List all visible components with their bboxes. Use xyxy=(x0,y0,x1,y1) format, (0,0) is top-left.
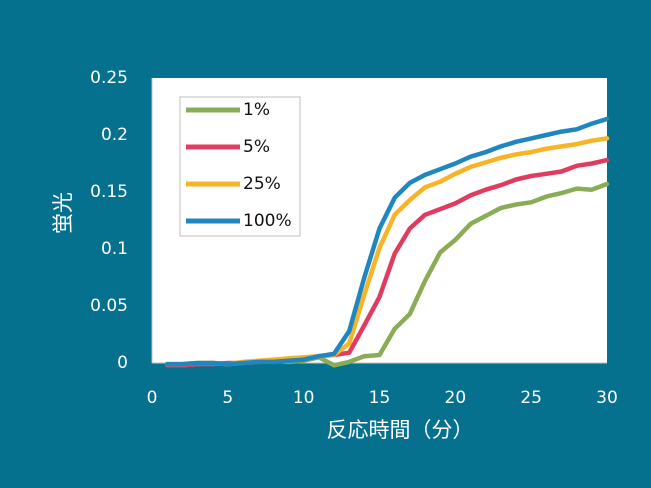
x-tick-label: 15 xyxy=(369,388,391,408)
y-axis-title: 蛍光 xyxy=(51,192,75,234)
legend: 1% 5% 25% 100% xyxy=(179,96,301,237)
x-tick-label: 30 xyxy=(596,388,618,408)
series-line-3 xyxy=(164,116,610,367)
legend-label: 100% xyxy=(243,211,292,231)
y-tick-label: 0.2 xyxy=(101,125,128,145)
x-tick-label: 25 xyxy=(520,388,542,408)
x-axis-title: 反応時間（分） xyxy=(327,418,474,442)
legend-box xyxy=(179,96,301,237)
x-tick-label: 10 xyxy=(293,388,315,408)
y-tick-label: 0.1 xyxy=(101,239,128,259)
legend-label: 5% xyxy=(243,137,270,157)
y-tick-label: 0 xyxy=(117,353,128,373)
y-tick-label: 0.25 xyxy=(90,68,128,88)
x-tick-label: 20 xyxy=(445,388,467,408)
y-tick-label: 0.05 xyxy=(90,296,128,316)
x-tick-label: 0 xyxy=(147,388,158,408)
x-tick-label: 5 xyxy=(222,388,233,408)
series-layer xyxy=(164,116,610,368)
legend-label: 1% xyxy=(243,100,270,120)
tick-layer: 0 5 10 15 20 25 30 0 0.05 0.1 0.15 0.2 0.25 xyxy=(90,68,618,408)
legend-label: 25% xyxy=(243,174,281,194)
y-tick-label: 0.15 xyxy=(90,182,128,202)
